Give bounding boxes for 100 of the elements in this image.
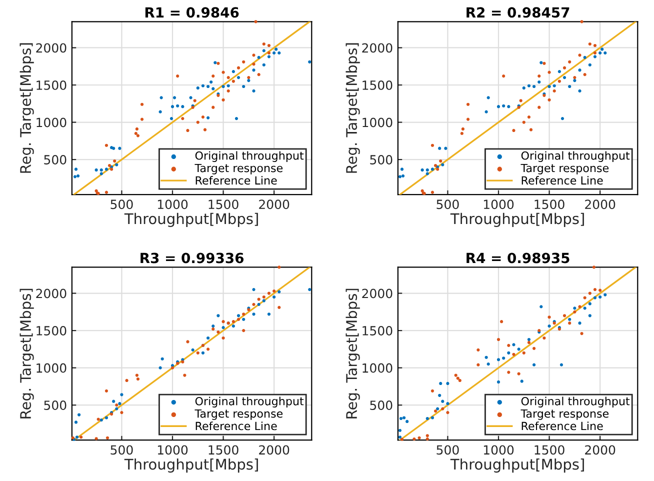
point <box>252 68 256 72</box>
point <box>254 20 258 24</box>
legend-label: Reference Line <box>196 422 277 430</box>
point <box>466 102 470 106</box>
legend-label: Target response <box>520 164 609 174</box>
point <box>583 306 586 310</box>
point <box>486 96 490 100</box>
point <box>496 105 500 108</box>
point <box>560 116 564 120</box>
point <box>176 74 180 78</box>
x-tick-label: 500 <box>110 445 133 455</box>
point <box>399 416 403 420</box>
x-tick-label: 1500 <box>534 200 564 210</box>
point <box>242 328 246 332</box>
point <box>542 62 546 65</box>
legend-label: Original throughput <box>521 151 630 162</box>
point <box>430 168 434 171</box>
point <box>593 55 597 58</box>
point <box>532 363 536 366</box>
point <box>558 70 561 74</box>
point <box>272 51 276 55</box>
x-tick-label: 500 <box>436 200 459 210</box>
point <box>540 305 543 308</box>
point <box>214 61 217 64</box>
point <box>226 84 230 88</box>
point <box>402 416 406 420</box>
point <box>73 175 77 178</box>
legend-label: Original throughput <box>195 396 304 408</box>
point <box>496 358 500 362</box>
point <box>484 110 488 114</box>
point <box>466 118 470 121</box>
point <box>438 146 442 150</box>
legend-label: Original throughput <box>521 396 630 408</box>
point <box>196 351 200 354</box>
point <box>588 63 592 66</box>
point <box>186 128 190 132</box>
legend-label: Reference Line <box>522 176 603 185</box>
point <box>439 159 442 163</box>
point <box>558 80 561 83</box>
point <box>216 314 220 318</box>
y-tick-label: 1000 <box>36 118 66 128</box>
point <box>436 407 440 410</box>
point <box>604 293 607 296</box>
point <box>160 96 163 100</box>
point <box>236 318 240 321</box>
point <box>252 62 256 66</box>
point <box>529 128 533 132</box>
point <box>441 400 444 403</box>
point <box>104 144 108 147</box>
point <box>226 76 230 80</box>
point <box>578 54 582 57</box>
point <box>548 84 551 88</box>
point <box>77 413 81 416</box>
point <box>430 144 434 147</box>
point <box>430 190 434 194</box>
chart-title: R4 = 0.98935 <box>466 252 570 264</box>
point <box>100 172 103 176</box>
point <box>426 416 429 420</box>
point <box>568 84 572 88</box>
y-tick-label: 2000 <box>36 288 66 298</box>
point <box>125 378 128 382</box>
point <box>454 374 458 377</box>
point <box>222 98 225 102</box>
point <box>135 127 138 131</box>
y-tick-label: 2000 <box>36 43 66 53</box>
legend-label: Reference Line <box>196 176 277 185</box>
y-tick-label: 1500 <box>362 326 392 336</box>
point <box>170 105 174 108</box>
point <box>206 84 210 88</box>
point <box>444 146 448 150</box>
point <box>598 51 602 55</box>
point <box>80 436 83 439</box>
point <box>267 312 271 316</box>
point <box>212 328 215 331</box>
point <box>181 105 184 108</box>
point <box>212 324 215 328</box>
point <box>118 146 122 150</box>
y-axis-title: Reg. Target[Mbps] <box>20 43 34 173</box>
point <box>232 320 235 324</box>
point <box>439 382 442 386</box>
x-tick-label: 1500 <box>208 200 238 210</box>
y-tick-label: 500 <box>370 155 392 164</box>
point <box>580 20 584 24</box>
y-tick-label: 1000 <box>362 363 392 373</box>
point <box>140 118 144 121</box>
point <box>542 336 546 340</box>
point <box>418 436 421 440</box>
point <box>573 76 576 80</box>
point <box>262 63 266 66</box>
point <box>512 343 516 346</box>
point <box>278 266 281 269</box>
x-tick-label: 1000 <box>158 445 188 455</box>
point <box>578 322 582 325</box>
chart-title: R2 = 0.98457 <box>466 7 570 18</box>
point <box>434 409 438 413</box>
point <box>96 418 100 421</box>
point <box>272 295 276 299</box>
point <box>108 164 112 168</box>
point <box>522 86 526 90</box>
legend-label: Original throughput <box>195 151 304 162</box>
